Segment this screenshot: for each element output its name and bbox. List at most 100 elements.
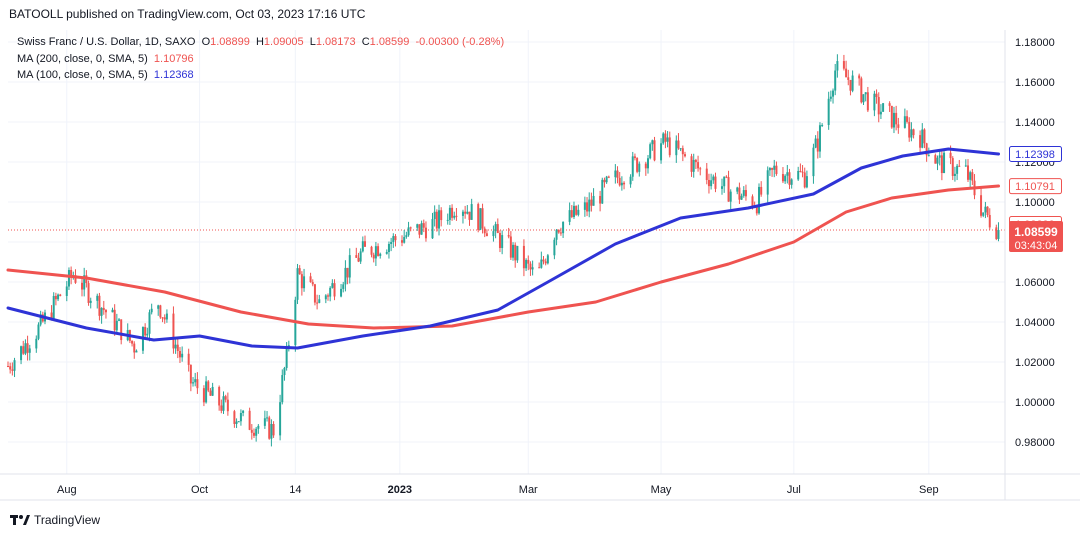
candle-body <box>966 165 969 180</box>
candle-body <box>405 235 408 237</box>
countdown-timer: 03:43:04 <box>1015 240 1058 252</box>
candle-body <box>827 98 830 125</box>
legend-ma100-row: MA (100, close, 0, SMA, 5) 1.12368 <box>17 69 194 81</box>
candle-body <box>890 105 893 128</box>
candle-body <box>836 61 839 71</box>
candle-body <box>239 413 242 422</box>
candle-body <box>570 210 573 217</box>
candle-body <box>498 233 501 249</box>
candle-body <box>538 267 541 269</box>
candle-body <box>705 168 708 180</box>
candle-body <box>892 112 895 128</box>
candle-body <box>903 116 906 128</box>
x-tick-label: May <box>651 484 672 496</box>
candle-body <box>318 299 321 303</box>
candle-body <box>751 196 754 207</box>
candle-body <box>664 133 667 142</box>
x-tick-label: Jul <box>787 484 801 496</box>
candle-body <box>331 283 334 288</box>
candle-body <box>431 219 434 239</box>
candle-body <box>252 432 255 436</box>
price-tag <box>1009 178 1062 195</box>
candle-body <box>653 140 656 161</box>
candle-body <box>270 424 273 439</box>
candle-body <box>997 230 1000 239</box>
candle-body <box>385 252 388 254</box>
candle-body <box>649 144 652 159</box>
candle-body <box>26 343 29 353</box>
candle-body <box>440 210 443 221</box>
candle-body <box>120 319 123 341</box>
candle-body <box>834 70 837 91</box>
candle-body <box>812 147 815 177</box>
candle-body <box>775 165 778 175</box>
candle-body <box>847 77 850 80</box>
candle-body <box>771 168 774 170</box>
candle-body <box>250 429 253 433</box>
candle-body <box>313 284 316 303</box>
ma100-line <box>6 147 1000 350</box>
candle-body <box>266 417 269 419</box>
ma200-line <box>6 184 1000 330</box>
candle-body <box>677 140 680 149</box>
candle-body <box>629 176 632 185</box>
candle-body <box>744 190 747 197</box>
candle-body <box>481 208 484 229</box>
candle-body <box>324 295 327 300</box>
candle-body <box>118 319 121 321</box>
candle-body <box>296 268 299 300</box>
candle-body <box>786 172 789 176</box>
candle-body <box>144 327 147 336</box>
candle-body <box>28 348 31 353</box>
candle-body <box>163 317 166 320</box>
candle-body <box>577 209 580 215</box>
candle-body <box>662 133 665 144</box>
candle-body <box>768 168 771 171</box>
candle-body <box>448 207 451 220</box>
candle-body <box>509 236 512 258</box>
candle-body <box>555 229 558 240</box>
legend-ma200-row: MA (200, close, 0, SMA, 5) 1.10796 <box>17 53 194 65</box>
candle-body <box>568 210 571 222</box>
candle-body <box>845 68 848 78</box>
candle-body <box>638 163 641 172</box>
candle-body <box>461 211 464 216</box>
candle-body <box>422 223 425 228</box>
legend-low-label: L <box>309 36 316 48</box>
candle-body <box>614 170 617 178</box>
candle-body <box>866 92 869 111</box>
candle-body <box>492 231 495 237</box>
candle-body <box>755 206 758 214</box>
candle-body <box>707 179 710 187</box>
candle-body <box>22 346 25 354</box>
published-header: BATOOLL published on TradingView.com, Oc… <box>9 7 366 21</box>
candle-body <box>681 148 684 155</box>
candle-body <box>146 333 149 336</box>
candle-body <box>159 305 162 318</box>
candle-body <box>205 381 208 403</box>
candle-body <box>912 129 915 136</box>
candle-body <box>882 103 885 112</box>
candle-body <box>133 343 136 353</box>
candle-body <box>651 140 654 145</box>
candle-body <box>956 165 959 174</box>
candle-body <box>607 176 610 178</box>
candle-body <box>300 274 303 289</box>
candle-body <box>712 176 715 181</box>
candle-body <box>690 156 693 172</box>
candle-body <box>255 428 258 436</box>
candle-body <box>104 310 107 313</box>
candle-body <box>512 244 515 258</box>
candle-body <box>599 195 602 204</box>
candle-body <box>52 295 55 319</box>
candle-body <box>83 275 86 290</box>
candle-body <box>74 275 77 283</box>
candle-body <box>692 159 695 172</box>
candle-body <box>387 243 390 253</box>
candle-body <box>544 261 547 264</box>
candle-body <box>675 140 678 156</box>
last-price-tag <box>1009 221 1063 253</box>
candle-body <box>586 202 589 212</box>
candle-body <box>390 242 393 244</box>
